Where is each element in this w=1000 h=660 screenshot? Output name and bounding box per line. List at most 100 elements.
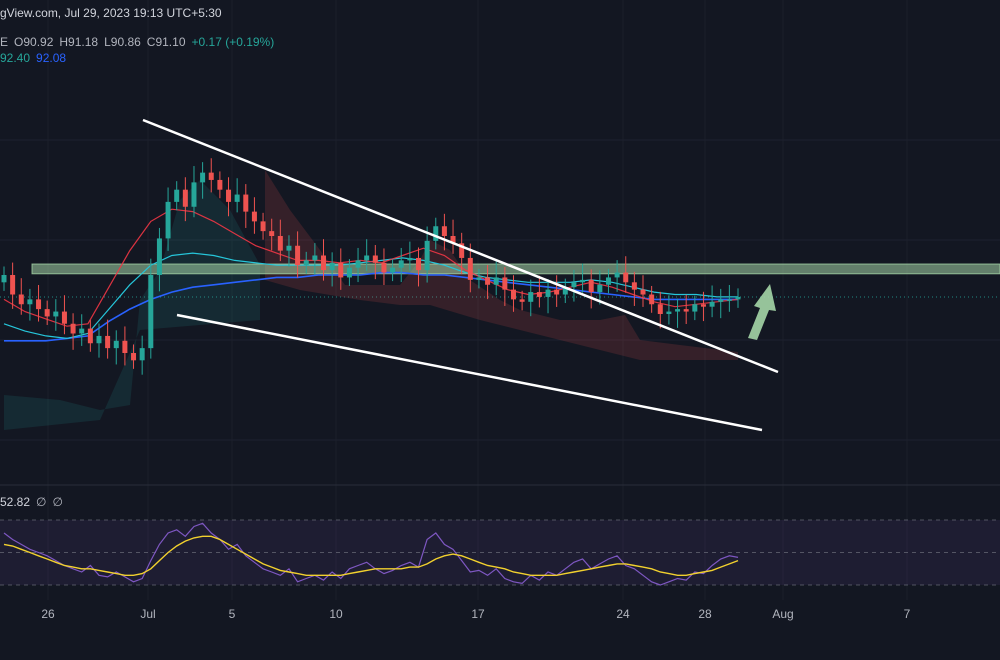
candle-body-11 [96, 335, 102, 344]
candle-body-84 [726, 299, 732, 301]
candle-body-25 [217, 179, 223, 190]
candle-body-17 [148, 275, 154, 349]
ma-legend: 92.40 92.08 [0, 51, 66, 65]
candle-body-33 [286, 245, 292, 251]
candle-body-60 [519, 299, 525, 302]
candle-body-68 [588, 279, 594, 293]
candle-body-74 [640, 289, 646, 295]
candle-body-65 [562, 287, 568, 295]
candle-body-6 [53, 311, 59, 317]
candle-body-38 [329, 262, 335, 271]
candle-body-0 [1, 275, 7, 283]
candle-body-19 [165, 201, 171, 239]
rsi-legend: 52.82 ∅ ∅ [0, 495, 63, 509]
rsi-line [3, 522, 739, 586]
candle-body-55 [476, 277, 482, 280]
candle-body-2 [18, 294, 24, 305]
candle-body-13 [113, 340, 119, 349]
candle-body-58 [502, 277, 508, 290]
candle-body-79 [683, 309, 689, 312]
candle-body-81 [700, 304, 706, 307]
candle-body-71 [614, 272, 620, 278]
symbol-tail: E [0, 35, 9, 49]
high-value: H91.18 [59, 35, 99, 49]
low-value: L90.86 [104, 35, 141, 49]
ma-value-1: 92.40 [0, 51, 31, 65]
candle-body-78 [675, 309, 681, 312]
x-tick-label-3: 10 [329, 607, 343, 621]
candle-body-83 [718, 299, 724, 302]
candle-body-28 [243, 194, 249, 212]
candle-body-18 [156, 238, 162, 275]
candle-body-15 [131, 353, 137, 361]
candle-body-70 [605, 277, 611, 285]
candle-body-75 [649, 294, 655, 305]
chart-watermark: gView.com, Jul 29, 2023 19:13 UTC+5:30 [0, 6, 222, 20]
candle-body-41 [355, 260, 361, 268]
candle-body-43 [372, 255, 378, 263]
rsi-value: 52.82 [0, 495, 31, 509]
candle-body-85 [735, 296, 741, 300]
candle-body-10 [87, 328, 93, 344]
candle-body-14 [122, 340, 128, 353]
candle-body-82 [709, 301, 715, 307]
breakout-arrow [748, 284, 776, 340]
candle-body-9 [79, 328, 85, 334]
candle-body-57 [493, 277, 499, 285]
candle-body-45 [390, 267, 396, 273]
x-tick-label-1: Jul [140, 607, 155, 621]
candle-body-1 [10, 275, 16, 295]
ema-fast-line [3, 208, 739, 327]
candle-body-77 [666, 311, 672, 314]
close-value: C91.10 [146, 35, 186, 49]
candle-body-30 [260, 221, 266, 232]
candle-body-56 [485, 277, 491, 285]
candle-body-34 [295, 245, 301, 266]
moving-averages [3, 208, 739, 342]
candle-body-20 [174, 189, 180, 202]
candle-body-4 [36, 299, 42, 310]
candle-body-47 [407, 257, 413, 261]
candle-body-66 [571, 282, 577, 288]
open-value: O90.92 [14, 35, 54, 49]
candle-body-76 [657, 304, 663, 314]
x-tick-label-4: 17 [471, 607, 485, 621]
candle-body-26 [226, 189, 232, 202]
rsi-placeholder-1: ∅ [36, 495, 47, 509]
candle-body-31 [269, 231, 275, 236]
candle-body-46 [398, 260, 404, 268]
candle-body-64 [554, 289, 560, 295]
candle-body-49 [424, 240, 430, 271]
candle-body-24 [208, 172, 214, 180]
candle-body-21 [182, 189, 188, 207]
wedge-trendlines [142, 118, 779, 432]
ema-long-line [4, 271, 738, 342]
candle-body-5 [44, 309, 50, 317]
candle-body-44 [381, 262, 387, 273]
x-tick-label-8: 7 [904, 607, 911, 621]
candle-body-22 [191, 182, 197, 207]
candle-body-80 [692, 304, 698, 312]
candle-body-8 [70, 323, 76, 334]
candle-body-48 [415, 257, 421, 271]
candle-body-63 [545, 289, 551, 297]
candle-body-61 [528, 292, 534, 302]
candle-body-35 [303, 260, 309, 266]
candle-body-50 [433, 226, 439, 241]
rsi-panel [0, 519, 1000, 586]
candle-body-53 [459, 243, 465, 258]
candle-body-51 [441, 226, 447, 236]
candle-body-12 [105, 335, 111, 349]
candle-body-36 [312, 255, 318, 261]
candle-body-32 [277, 236, 283, 251]
candle-body-16 [139, 348, 145, 361]
candle-body-73 [631, 282, 637, 290]
candle-body-7 [61, 311, 67, 324]
candle-body-37 [321, 255, 327, 271]
candle-body-3 [27, 299, 33, 305]
lower-trendline [176, 313, 763, 432]
candle-body-54 [467, 257, 473, 280]
breakout-arrow-shape [748, 284, 776, 340]
candle-body-52 [450, 236, 456, 244]
